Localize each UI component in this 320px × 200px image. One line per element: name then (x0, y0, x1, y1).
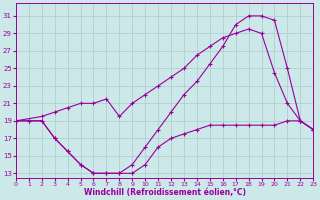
X-axis label: Windchill (Refroidissement éolien,°C): Windchill (Refroidissement éolien,°C) (84, 188, 245, 197)
